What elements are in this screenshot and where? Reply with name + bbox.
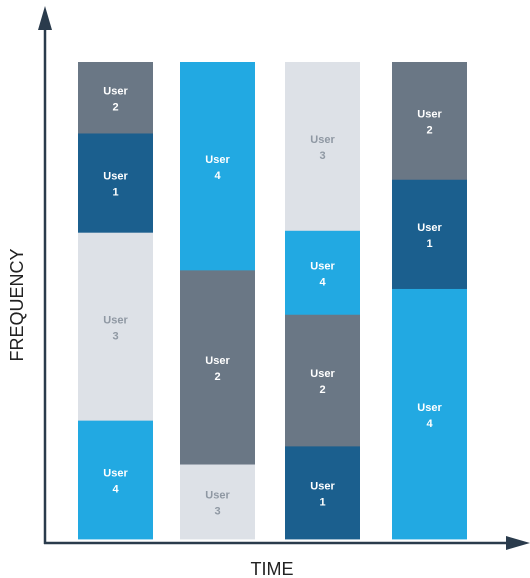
bar-segment-label: User 2 <box>310 368 335 396</box>
bar-segment <box>78 133 153 233</box>
bar-segment <box>392 62 467 180</box>
bar-segment <box>285 314 360 447</box>
y-axis-label: FREQUENCY <box>7 248 27 361</box>
bar-segment <box>285 445 360 540</box>
bar-segment <box>180 269 255 465</box>
bar-segment-label: User 3 <box>103 314 128 342</box>
bar-segment <box>392 288 467 540</box>
bar-segment <box>78 420 153 540</box>
bar-segment <box>285 62 360 231</box>
bar-segment-label: User 1 <box>310 481 335 509</box>
bar-segment-label: User 4 <box>417 402 442 430</box>
bar-segment <box>78 62 153 134</box>
y-axis-arrow <box>38 6 52 30</box>
bars-layer: User 4 User 3 User 1 User 2 User 3 User 2 User 4 User 1… <box>78 62 467 540</box>
bar-segment <box>78 232 153 421</box>
bar-segment-label: User 1 <box>103 171 128 199</box>
x-axis-arrow <box>506 536 530 550</box>
bar-segment-label: User 4 <box>205 154 230 182</box>
bar-segment-label: User 4 <box>310 260 335 288</box>
bar-segment <box>392 179 467 289</box>
bar-segment-label: User 3 <box>205 490 230 518</box>
bar-segment-label: User 2 <box>103 86 128 114</box>
bar-segment-label: User 4 <box>103 468 128 496</box>
bar-segment-label: User 2 <box>417 109 442 137</box>
bar-segment <box>180 464 255 540</box>
bar-segment-label: User 2 <box>205 355 230 383</box>
bar-segment-label: User 1 <box>417 222 442 250</box>
x-axis-label: TIME <box>251 559 294 578</box>
bar-segment <box>285 230 360 315</box>
bar-segment <box>180 62 255 271</box>
bar-segment-label: User 3 <box>310 134 335 162</box>
